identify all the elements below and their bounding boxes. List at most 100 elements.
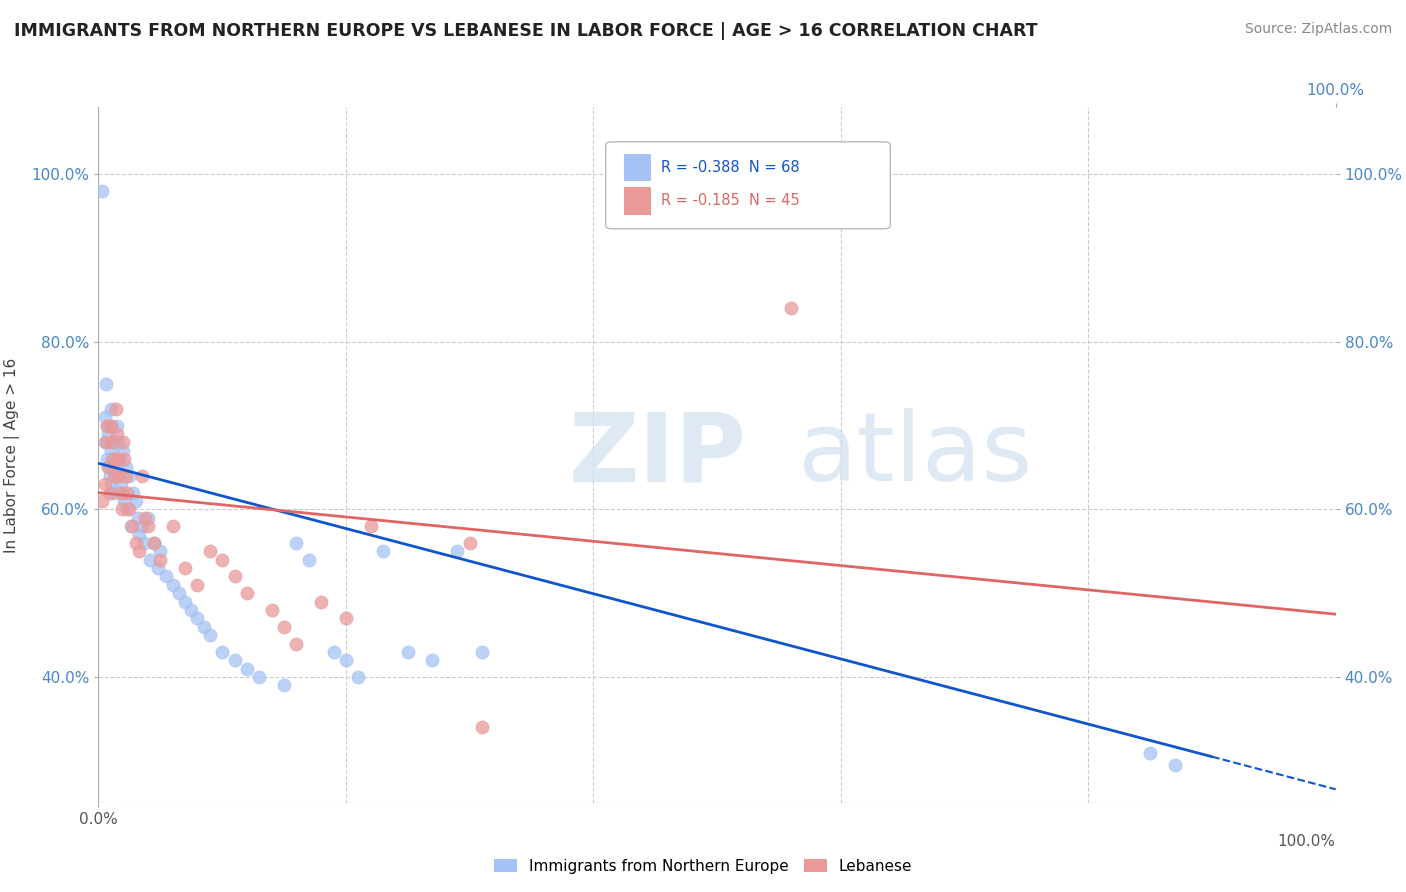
Point — [155, 569, 177, 583]
Point — [273, 678, 295, 692]
Point — [120, 519, 142, 533]
Point — [127, 510, 149, 524]
Point — [131, 468, 153, 483]
Point — [114, 468, 136, 483]
Point — [198, 628, 221, 642]
Point — [118, 502, 141, 516]
Point — [360, 519, 382, 533]
Point — [162, 519, 184, 533]
Point — [186, 611, 208, 625]
Point — [111, 502, 134, 516]
Point — [118, 468, 141, 483]
Point — [101, 418, 124, 433]
Point — [105, 427, 128, 442]
Point — [103, 468, 125, 483]
Point — [224, 653, 246, 667]
Point — [98, 468, 121, 483]
Point — [110, 485, 132, 500]
Point — [193, 620, 215, 634]
Text: 100.0%: 100.0% — [1278, 834, 1336, 849]
Point — [111, 485, 134, 500]
Point — [149, 552, 172, 566]
Point — [236, 586, 259, 600]
FancyBboxPatch shape — [624, 153, 651, 181]
Point — [112, 494, 135, 508]
Point — [96, 452, 118, 467]
Point — [186, 578, 208, 592]
Point — [124, 536, 146, 550]
Point — [371, 544, 394, 558]
Point — [134, 510, 156, 524]
Point — [114, 460, 136, 475]
Y-axis label: In Labor Force | Age > 16: In Labor Force | Age > 16 — [4, 358, 20, 552]
Point — [458, 536, 481, 550]
Point — [100, 418, 122, 433]
Point — [103, 452, 125, 467]
Point — [115, 502, 138, 516]
FancyBboxPatch shape — [606, 142, 890, 229]
Point — [143, 536, 166, 550]
Point — [121, 519, 143, 533]
Point — [103, 468, 125, 483]
Point — [285, 536, 308, 550]
Point — [115, 485, 138, 500]
Point — [446, 544, 468, 558]
Point — [139, 552, 162, 566]
Point — [97, 460, 120, 475]
Point — [98, 435, 121, 450]
Text: R = -0.185  N = 45: R = -0.185 N = 45 — [661, 194, 800, 209]
Point — [112, 452, 135, 467]
Point — [260, 603, 283, 617]
Point — [780, 301, 803, 316]
Point — [136, 519, 159, 533]
Point — [100, 401, 122, 416]
Point — [93, 435, 115, 450]
Point — [93, 410, 115, 425]
Point — [112, 443, 135, 458]
Point — [108, 452, 131, 467]
Point — [167, 586, 190, 600]
Text: atlas: atlas — [797, 409, 1032, 501]
Point — [105, 418, 128, 433]
Point — [101, 435, 124, 450]
Point — [128, 544, 150, 558]
Point — [103, 460, 125, 475]
Point — [309, 594, 332, 608]
Point — [298, 552, 321, 566]
FancyBboxPatch shape — [624, 187, 651, 215]
Point — [422, 653, 444, 667]
Point — [236, 662, 259, 676]
Point — [322, 645, 344, 659]
Point — [97, 427, 120, 442]
Point — [104, 452, 127, 467]
Point — [471, 720, 494, 734]
Point — [131, 519, 153, 533]
Point — [143, 536, 166, 550]
Point — [1139, 746, 1161, 760]
Point — [128, 527, 150, 541]
Point — [96, 418, 118, 433]
Point — [105, 460, 128, 475]
Point — [110, 477, 132, 491]
Point — [162, 578, 184, 592]
Point — [101, 452, 124, 467]
Point — [103, 435, 125, 450]
Point — [104, 401, 127, 416]
Point — [198, 544, 221, 558]
Point — [471, 645, 494, 659]
Point — [91, 494, 114, 508]
Point — [247, 670, 270, 684]
Point — [96, 418, 118, 433]
Text: ZIP: ZIP — [568, 409, 747, 501]
Point — [124, 494, 146, 508]
Point — [107, 435, 129, 450]
Point — [285, 636, 308, 650]
Point — [146, 561, 169, 575]
Point — [149, 544, 172, 558]
Point — [136, 510, 159, 524]
Point — [211, 552, 233, 566]
Point — [174, 561, 197, 575]
Point — [93, 477, 115, 491]
Point — [180, 603, 202, 617]
Point — [347, 670, 370, 684]
